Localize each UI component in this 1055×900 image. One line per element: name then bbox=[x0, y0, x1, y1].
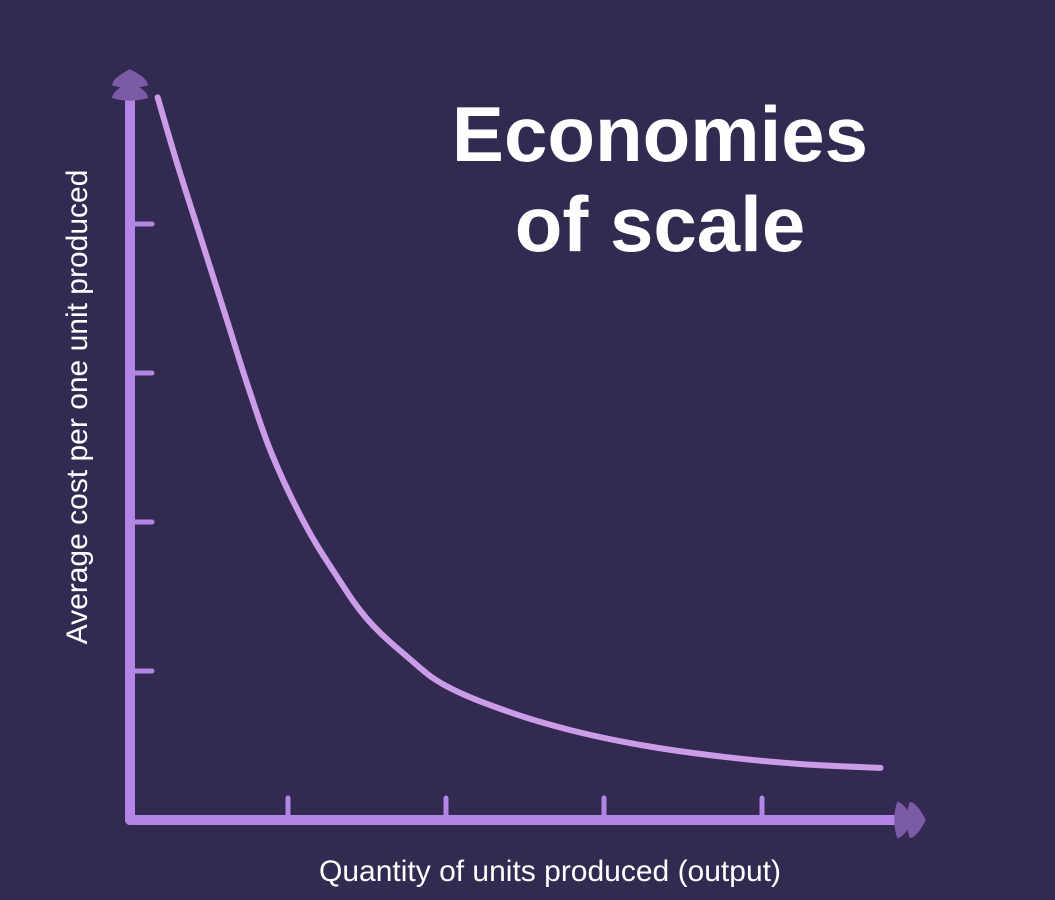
y-axis-label: Average cost per one unit produced bbox=[61, 157, 95, 657]
x-axis-label: Quantity of units produced (output) bbox=[290, 855, 810, 889]
chart-title: Economies of scale bbox=[380, 90, 940, 269]
chart-container: Economies of scale Average cost per one … bbox=[0, 0, 1055, 900]
